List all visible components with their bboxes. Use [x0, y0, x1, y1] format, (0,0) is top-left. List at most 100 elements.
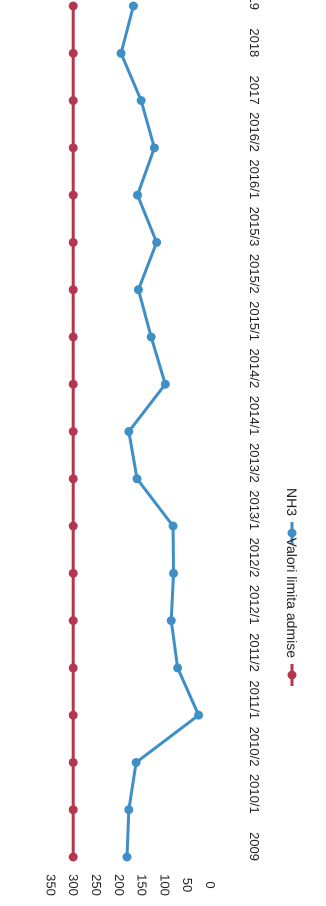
series-0-point: [194, 710, 204, 720]
category-label-text: 2017: [247, 76, 262, 105]
series-0-point: [146, 332, 156, 342]
series-1-point: [68, 143, 78, 153]
category-label-text: 2011/1: [247, 680, 262, 719]
category-label: 2016/1: [247, 159, 262, 199]
value-tick-label: 150: [135, 874, 150, 896]
series-0-point: [128, 1, 138, 11]
category-label-text: 2014/2: [247, 348, 262, 388]
series-0-point: [124, 427, 134, 436]
category-label: 2010/2: [247, 727, 262, 767]
category-label-text: 2018: [247, 28, 262, 57]
series-1-point: [68, 285, 78, 295]
category-label: 2014/2: [247, 348, 262, 388]
legend-item-0: NH3: [284, 488, 300, 544]
series-1-point: [68, 568, 78, 578]
category-label: 2015/2: [247, 254, 262, 294]
series-0-point: [122, 852, 132, 862]
value-tick-text: 200: [112, 874, 127, 896]
category-axis-labels: 2009 2010/1 2010/2 2011/1 2011/2 2012/1 2012/2…: [247, 0, 262, 861]
value-tick-text: 250: [89, 874, 104, 896]
legend: NH3 Valori limita admise: [284, 488, 300, 686]
series-1-point: [68, 427, 78, 436]
category-label-text: 2011/2: [247, 633, 262, 672]
series-1-point: [68, 616, 78, 626]
legend-label: NH3: [284, 488, 300, 516]
category-label-text: 2009: [247, 832, 262, 861]
series-0-point: [116, 48, 126, 58]
value-tick-label: 250: [89, 874, 104, 896]
category-label-text: 2012/1: [247, 585, 262, 625]
category-label: 2019: [247, 0, 262, 10]
series-1-point: [68, 190, 78, 200]
value-tick-label: 50: [180, 878, 195, 892]
category-label: 2013/1: [247, 490, 262, 530]
category-label: 2012/2: [247, 538, 262, 578]
category-label: 2012/1: [247, 585, 262, 625]
category-label: 2010/1: [247, 774, 262, 814]
series-1-point: [68, 852, 78, 862]
category-label: 2016/2: [247, 112, 262, 152]
category-label-text: 2015/1: [247, 301, 262, 341]
category-label: 2011/1: [247, 680, 262, 719]
series-0-point: [133, 285, 143, 295]
value-tick-text: 100: [157, 874, 172, 896]
value-tick-label: 300: [66, 874, 81, 896]
value-tick-text: 150: [135, 874, 150, 896]
series-0-point: [149, 143, 159, 153]
category-label: 2014/1: [247, 396, 262, 436]
category-label-text: 2012/2: [247, 538, 262, 578]
value-tick-label: 0: [203, 881, 218, 888]
plot-area: [68, 1, 204, 862]
series-0-point: [168, 521, 178, 531]
category-label-text: 2013/2: [247, 443, 262, 483]
category-label-text: 2014/1: [247, 396, 262, 436]
series-0-point: [166, 616, 176, 626]
category-label-text: 2015/2: [247, 254, 262, 294]
series-1-point: [68, 474, 78, 484]
series-1-point: [68, 96, 78, 106]
series-0-point: [132, 474, 142, 484]
series-1-point: [68, 757, 78, 767]
series-0-point: [136, 96, 146, 106]
series-1-point: [68, 48, 78, 58]
series-1-point: [68, 805, 78, 815]
legend-swatch-marker: [287, 670, 297, 680]
category-label-text: 2016/1: [247, 159, 262, 199]
value-tick-label: 200: [112, 874, 127, 896]
series-1-point: [68, 379, 78, 389]
series-1-point: [68, 521, 78, 531]
category-label: 2009: [247, 832, 262, 861]
category-label-text: 2013/1: [247, 490, 262, 530]
value-tick-text: 350: [43, 874, 58, 896]
series-1-point: [68, 1, 78, 11]
series-0-point: [169, 568, 179, 578]
category-label-text: 2010/2: [247, 727, 262, 767]
category-label-text: 2019: [247, 0, 262, 10]
series-0-point: [173, 663, 183, 673]
category-label: 2011/2: [247, 633, 262, 672]
series-1-point: [68, 663, 78, 673]
series-1-point: [68, 237, 78, 247]
value-axis-ticks: 350 300 250 200 150 100 50 0: [43, 874, 218, 896]
value-tick-label: 100: [157, 874, 172, 896]
value-tick-text: 50: [180, 878, 195, 892]
series-0-point: [132, 190, 142, 200]
legend-label: Valori limita admise: [284, 538, 300, 659]
series-0-point: [160, 379, 170, 389]
series-1-point: [68, 332, 78, 342]
category-label: 2015/1: [247, 301, 262, 341]
category-label-text: 2015/3: [247, 207, 262, 247]
series-0-point: [152, 237, 162, 247]
series-0-point: [131, 757, 141, 767]
legend-item-1: Valori limita admise: [284, 538, 300, 686]
series-1-point: [68, 710, 78, 720]
value-tick-text: 300: [66, 874, 81, 896]
category-label-text: 2010/1: [247, 774, 262, 814]
category-label-text: 2016/2: [247, 112, 262, 152]
series-0-point: [124, 805, 134, 815]
legend-swatch-marker: [287, 528, 297, 538]
category-label: 2017: [247, 76, 262, 105]
category-label: 2013/2: [247, 443, 262, 483]
value-tick-text: 0: [203, 881, 218, 888]
